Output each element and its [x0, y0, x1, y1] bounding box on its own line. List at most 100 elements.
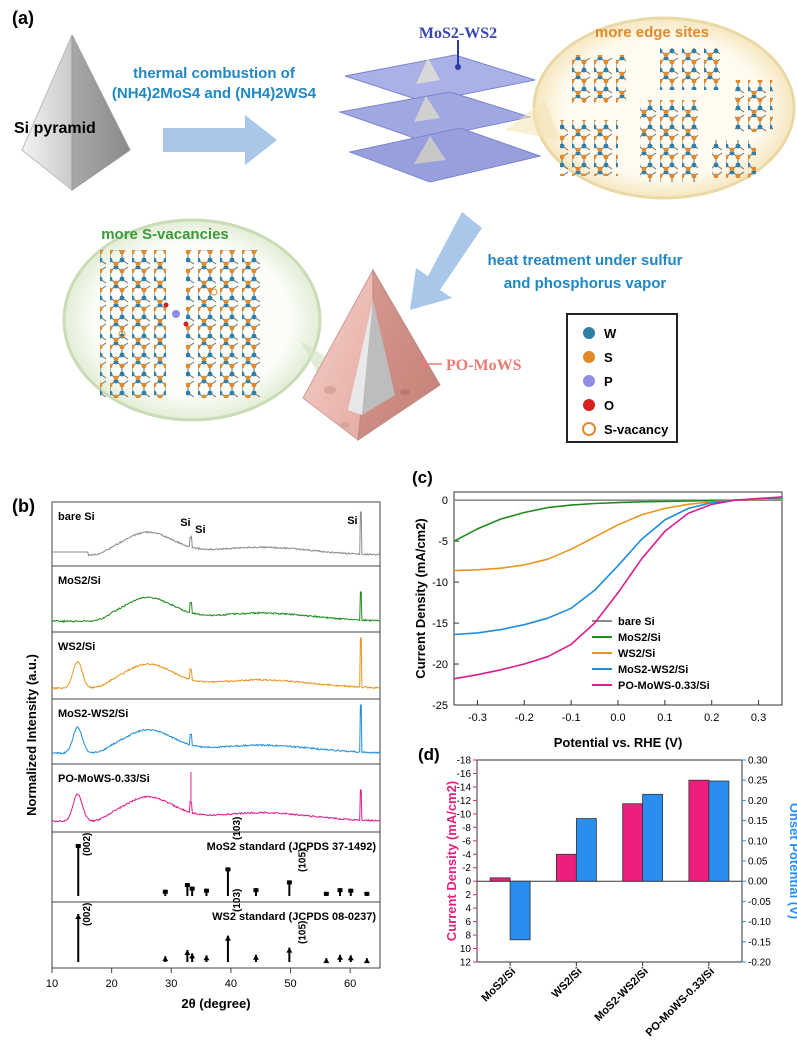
ws2-ref-tip-0 [75, 914, 82, 919]
xrd-frame-2 [51, 631, 381, 700]
bar-right-tick-label-6: 0.00 [748, 877, 768, 888]
bar-left-tick-label-11: 4 [465, 904, 471, 915]
lsv-xtick-label-0: -0.3 [468, 712, 487, 724]
xrd-trace-label-2: WS2/Si [58, 641, 95, 653]
bar-left-tick-label-4: -10 [457, 809, 472, 820]
s-vacancies-label: more S-vacancies [101, 226, 229, 243]
bar-category-label-3: PO-MoWS-0.33/Si [644, 966, 717, 1039]
step1-line1: thermal combustion of [133, 65, 296, 82]
bar-right-tick-label-2: 0.20 [748, 796, 768, 807]
ws2-ref-tip-3 [189, 953, 196, 959]
mos2-ws2-label: MoS2-WS2 [419, 25, 497, 42]
mos2-ref-tip-10 [348, 888, 354, 893]
bar-current-1 [555, 853, 577, 882]
xrd-xtick-label-3: 40 [225, 978, 237, 990]
xrd-trace-0 [52, 511, 381, 557]
bar-category-label-2: MoS2-WS2/Si [593, 966, 651, 1024]
mos2-ref-tip-9 [337, 888, 343, 893]
bar-left-tick-label-1: -16 [457, 769, 472, 780]
ws2-ref-tip-2 [184, 950, 191, 955]
xrd-trace-1 [51, 591, 380, 623]
lsv-ytick-label-3: -15 [432, 618, 448, 630]
si-pyramid-graphic [21, 34, 131, 192]
bar-onset-1 [575, 818, 597, 882]
lsv-series-1 [453, 497, 783, 542]
mos2-ref-tip-0 [75, 844, 81, 848]
bar-left-tick-label-12: 6 [465, 917, 471, 928]
edge-fragment-1 [570, 55, 626, 103]
bar-left-tick-label-7: -4 [462, 850, 471, 861]
lsv-xtick-label-3: 0.0 [610, 712, 625, 724]
mos2-ref-tip-8 [323, 891, 329, 896]
xrd-frame-1 [51, 565, 381, 633]
legend-swatch-p [583, 375, 595, 387]
lsv-ytick-label-0: 0 [442, 495, 448, 507]
xrd-trace-label-3: MoS2-WS2/Si [58, 708, 128, 720]
xrd-trace-label-1: MoS2/Si [58, 575, 101, 587]
lsv-legend-label-0: bare Si [618, 616, 655, 628]
bar-left-tick-label-6: -6 [462, 836, 471, 847]
si-peak-label-2: Si [195, 524, 205, 536]
lsv-legend-label-2: WS2/Si [618, 648, 655, 660]
xrd-xtick-label-5: 60 [344, 978, 356, 990]
lsv-legend-label-1: MoS2/Si [618, 632, 661, 644]
edge-sites-label: more edge sites [595, 24, 709, 41]
mos2-miller-1: (103) [232, 817, 243, 840]
lsv-chart: (c) 0 -5 -10 -15 -20 -25 -0.3 -0.2 -0.1 0.0 0.1 0.2 0… [412, 468, 783, 750]
bar-right-tick-label-9: -0.15 [748, 937, 771, 948]
ws2-ref-tip-4 [203, 955, 210, 961]
ws2-miller-2: (105) [298, 921, 309, 944]
lsv-legend-label-3: MoS2-WS2/Si [618, 664, 688, 676]
edge-fragment-6 [712, 140, 756, 178]
legend-swatch-s [583, 351, 595, 363]
p-atom [172, 310, 180, 318]
bar-category-label-1: WS2/Si [550, 966, 585, 1001]
xrd-trace-3 [51, 704, 381, 755]
bar-left-tick-label-15: 12 [460, 958, 472, 969]
legend-swatch-vacancy [582, 422, 596, 436]
po-mows-pyramid-graphic [302, 268, 441, 442]
vacancy-1 [118, 330, 126, 338]
bar-current-2 [622, 803, 644, 882]
xrd-trace-label-0: bare Si [58, 511, 95, 523]
bar-left-tick-label-2: -14 [457, 782, 472, 793]
legend-label-2: P [604, 374, 613, 389]
legend-label-0: W [604, 326, 617, 341]
edge-fragment-3 [735, 80, 773, 132]
bar-left-tick-label-8: -2 [462, 863, 471, 874]
bar-left-tick-label-13: 8 [465, 931, 471, 942]
lsv-ytick-label-2: -10 [432, 577, 448, 589]
mos2-miller-2: (105) [298, 849, 309, 872]
vacancy-fragment-left [100, 250, 166, 398]
o-atom-2 [183, 321, 189, 327]
xrd-xtick-label-1: 20 [106, 978, 118, 990]
xrd-xlabel: 2θ (degree) [181, 996, 250, 1011]
po-mows-pointer-dot [421, 361, 427, 367]
lsv-ylabel: Current Density (mA/cm2) [413, 518, 428, 678]
mos2-ref-tip-7 [286, 880, 292, 885]
bar-right-tick-label-5: 0.05 [748, 857, 768, 868]
edge-fragment-2 [660, 48, 720, 90]
bar-left-tick-label-10: 2 [465, 890, 471, 901]
panel-d-label: (d) [418, 745, 440, 764]
panel-b-label: (b) [12, 496, 35, 516]
mos2-ref-tip-3 [189, 886, 195, 891]
mos2-standard-label: MoS2 standard (JCPDS 37-1492) [207, 841, 377, 853]
bar-right-tick-label-8: -0.10 [748, 917, 771, 928]
bar-left-tick-label-9: 0 [465, 877, 471, 888]
lsv-xlabel: Potential vs. RHE (V) [554, 735, 683, 750]
lsv-series-2 [453, 497, 783, 572]
bar-current-3 [688, 779, 710, 882]
bar-left-tick-label-0: -18 [457, 756, 472, 767]
vacancy-2 [210, 288, 218, 296]
ws2-ref-tip-10 [347, 955, 354, 961]
step2-line2: and phosphorus vapor [504, 275, 667, 292]
mos2-ref-tip-5 [225, 867, 231, 872]
legend-label-1: S [604, 350, 613, 365]
bubble-connector-1 [505, 100, 560, 140]
si-peak-label-3: Si [347, 515, 357, 527]
ws2-ref-tip-11 [363, 958, 370, 964]
bar-left-tick-label-3: -12 [457, 796, 472, 807]
ws2-ref-tip-8 [323, 958, 330, 964]
